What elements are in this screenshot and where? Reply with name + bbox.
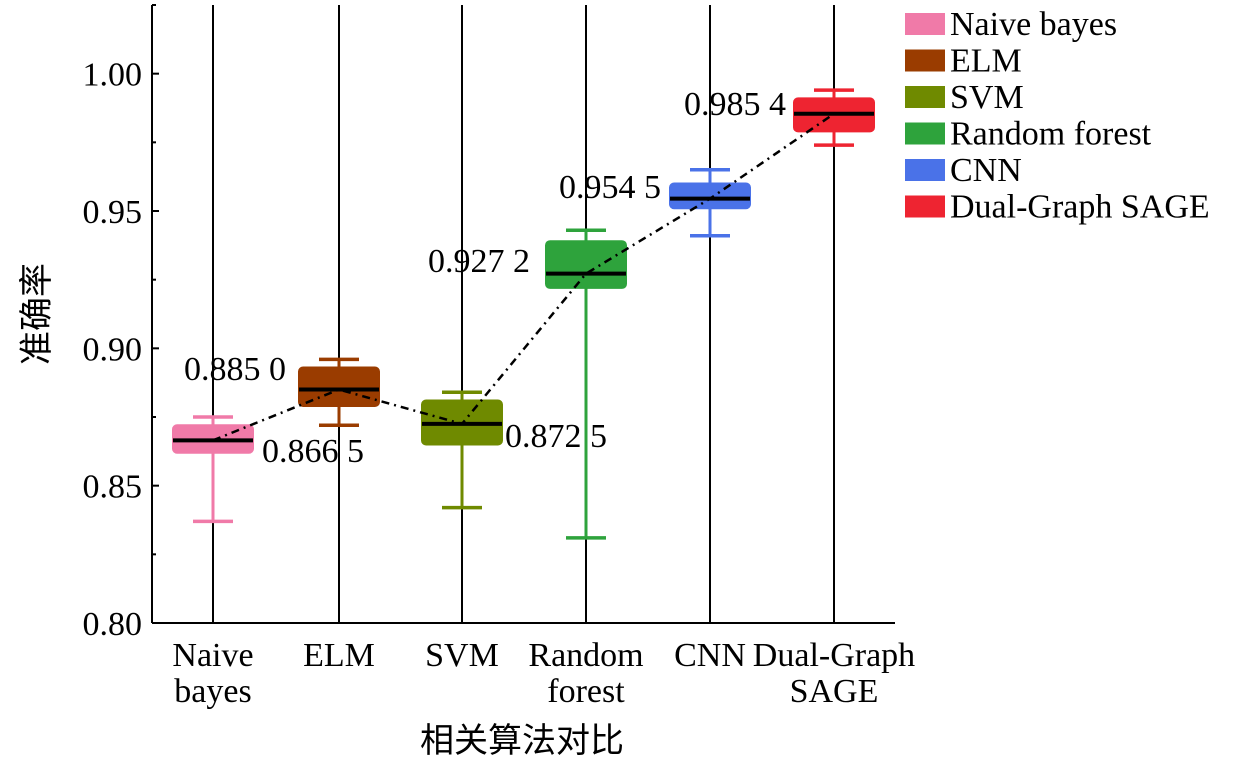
legend-label-0: Naive bayes [950,6,1117,43]
median-trend [212,112,835,442]
x-tick-label-0: Naive [172,637,253,674]
y-axis-title: 准确率 [18,263,56,365]
y-tick-label-3: 0.95 [83,194,143,231]
x-tick-label-2: SVM [425,637,499,674]
y-ticks: 0.80 0.85 0.90 0.95 1.00 [83,4,159,643]
x-tick-label-3-line2: forest [547,673,625,710]
legend-label-5: Dual-Graph SAGE [950,189,1210,226]
legend-item-4: CNN [905,152,1022,189]
legend-label-4: CNN [950,152,1022,189]
median-annotation-0: 0.866 5 [262,433,364,470]
median-annotation-4: 0.954 5 [559,169,661,206]
y-tick-label-1: 0.85 [83,469,143,506]
legend-item-0: Naive bayes [905,6,1117,43]
box-5 [793,88,875,147]
legend-swatch-0 [905,13,945,35]
legend-swatch-3 [905,122,945,145]
median-annotations: 0.866 5 0.885 0 0.872 5 0.927 2 0.954 5 0.985… [184,86,786,470]
legend-swatch-2 [905,86,945,108]
legend-label-1: ELM [950,43,1022,80]
box-2 [421,390,503,510]
y-tick-label-2: 0.90 [83,331,143,368]
box-series [172,88,875,540]
legend-item-2: SVM [905,79,1024,116]
box-1 [298,357,380,427]
x-tick-label-4: CNN [674,637,746,674]
y-tick-label-4: 1.00 [83,57,143,94]
x-tick-label-0-line2: bayes [174,673,251,710]
legend-swatch-5 [905,195,945,218]
axes [151,5,895,624]
x-tick-label-3: Random [528,637,643,674]
x-tick-label-5-line2: SAGE [790,673,879,710]
box-3 [545,228,627,540]
median-annotation-3: 0.927 2 [428,243,530,280]
median-trend-line [212,112,835,442]
median-annotation-5: 0.985 4 [684,86,786,123]
x-axis-title: 相关算法对比 [420,722,624,760]
legend-swatch-4 [905,159,945,181]
legend-item-3: Random forest [905,116,1152,153]
x-tick-label-1: ELM [303,637,375,674]
box-body-4 [669,182,751,210]
box-0 [172,415,254,524]
legend-label-2: SVM [950,79,1024,116]
legend-swatch-1 [905,49,945,72]
x-tick-label-5: Dual-Graph [753,637,915,674]
box-body-3 [545,240,627,289]
median-annotation-2: 0.872 5 [505,418,607,455]
legend-item-1: ELM [905,43,1022,80]
legend-item-5: Dual-Graph SAGE [905,189,1210,226]
box-4 [669,168,751,238]
legend-label-3: Random forest [950,116,1152,153]
median-annotation-1: 0.885 0 [184,351,286,388]
y-tick-label-0: 0.80 [83,606,143,643]
